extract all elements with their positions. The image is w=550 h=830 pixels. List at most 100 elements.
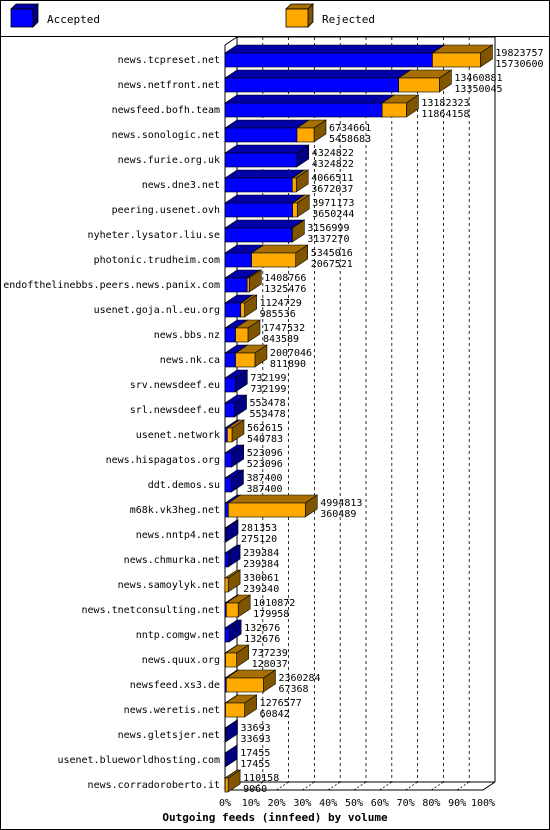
- value-label-top: 3971173: [312, 198, 354, 209]
- bar-rejected: [397, 69, 453, 93]
- value-label-top: 132676: [244, 623, 280, 634]
- chart-title: Outgoing feeds (innfeed) by volume: [162, 811, 388, 824]
- value-label-top: 523096: [247, 448, 283, 459]
- bar-front-face: [235, 352, 256, 368]
- value-label-top: 4994813: [320, 498, 362, 509]
- value-label-top: 737239: [252, 648, 288, 659]
- bar-accepted: [224, 394, 248, 418]
- category-label: srl.newsdeef.eu: [130, 405, 220, 416]
- bar-accepted: [224, 69, 412, 93]
- value-label-top: 1124729: [260, 298, 302, 309]
- legend-item-rejected: Rejected: [285, 3, 375, 28]
- legend-label: Accepted: [47, 13, 100, 26]
- category-label: news.corradoroberto.it: [88, 780, 220, 791]
- bar-front-face: [432, 52, 481, 68]
- category-label: usenet.blueworldhosting.com: [57, 755, 220, 766]
- bar-front-face: [292, 177, 297, 193]
- bar-top-face: [224, 119, 310, 129]
- bar-rejected: [234, 319, 261, 343]
- bar-front-face: [224, 277, 248, 293]
- value-label-bottom: 132676: [244, 634, 280, 645]
- bar-front-face: [224, 527, 227, 543]
- bar-rejected: [239, 294, 258, 318]
- category-label: news.nntp4.net: [136, 530, 220, 541]
- bar-front-face: [224, 427, 228, 443]
- value-label-top: 239384: [243, 548, 279, 559]
- bar-rejected: [291, 194, 311, 218]
- value-label-bottom: 67368: [278, 684, 308, 695]
- bar-front-face: [381, 102, 407, 118]
- bar-rejected: [381, 94, 420, 118]
- bar-rejected: [224, 694, 258, 718]
- bar-rejected: [246, 269, 263, 293]
- x-tick-label: 60%: [371, 798, 389, 809]
- bar-front-face: [224, 152, 298, 168]
- value-label-bottom: 13350045: [454, 84, 502, 95]
- x-tick-label: 80%: [422, 798, 440, 809]
- bar-top-face: [224, 69, 412, 79]
- bar-front-face: [225, 702, 245, 718]
- bar-front-face: [224, 452, 233, 468]
- bar-front-face: [224, 202, 293, 218]
- floor-gridline: [276, 781, 289, 791]
- value-label-bottom: 60842: [260, 709, 290, 720]
- value-label-top: 1010872: [253, 598, 295, 609]
- value-label-bottom: 540783: [247, 434, 283, 445]
- value-label-bottom: 3650244: [312, 209, 354, 220]
- category-label: news.samoylyk.net: [118, 580, 220, 591]
- bar-front-face: [398, 77, 440, 93]
- value-label-top: 1747532: [263, 323, 305, 334]
- x-tick-label: 20%: [268, 798, 286, 809]
- bar-front-face: [224, 227, 293, 243]
- bar-front-face: [224, 327, 236, 343]
- category-label: news.netfront.net: [118, 80, 220, 91]
- category-label: news.tcpreset.net: [118, 55, 220, 66]
- bar-rejected: [224, 769, 242, 793]
- bar-rejected: [227, 494, 319, 518]
- value-label-bottom: 239384: [243, 559, 279, 570]
- x-tick-label: 100%: [471, 798, 495, 809]
- bar-accepted: [224, 94, 396, 118]
- bar-front-face: [235, 327, 249, 343]
- value-label-top: 5345016: [311, 248, 353, 259]
- category-label: news.tnetconsulting.net: [82, 605, 220, 616]
- bar-top-face: [224, 194, 306, 204]
- x-tick-label: 30%: [293, 798, 311, 809]
- category-label: news.nk.ca: [160, 355, 220, 366]
- floor-gridline: [379, 781, 393, 791]
- x-tick-label: 50%: [345, 798, 363, 809]
- category-label: newsfeed.xs3.de: [130, 680, 220, 691]
- value-label-top: 17455: [240, 748, 270, 759]
- value-label-bottom: 1325476: [264, 284, 306, 295]
- x-tick-label: 40%: [319, 798, 337, 809]
- value-label-bottom: 275120: [241, 534, 277, 545]
- value-label-bottom: 387400: [246, 484, 282, 495]
- category-label: photonic.trudheim.com: [94, 255, 220, 266]
- category-label: news.chmurka.net: [124, 555, 220, 566]
- bar-side-face: [224, 744, 238, 768]
- bar-front-face: [224, 352, 236, 368]
- value-label-bottom: 128037: [252, 659, 288, 670]
- bar-front-face: [292, 202, 298, 218]
- bar-rejected: [224, 569, 242, 593]
- value-label-bottom: 2067521: [311, 259, 353, 270]
- bar-front-face: [224, 727, 226, 743]
- bar-front-face: [224, 302, 242, 318]
- bar-front-face: [224, 102, 383, 118]
- value-label-top: 1408766: [264, 273, 306, 284]
- value-label-bottom: 811890: [270, 359, 306, 370]
- bar-front-face: [224, 502, 229, 518]
- bar-accepted: [224, 469, 245, 493]
